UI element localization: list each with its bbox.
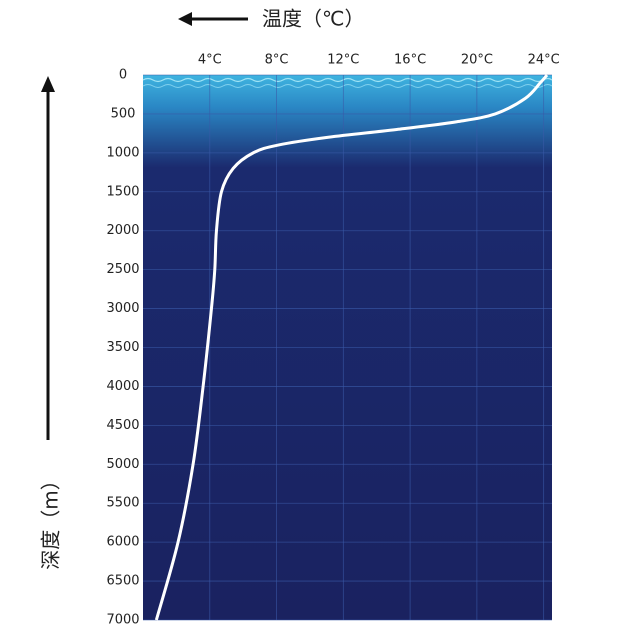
y-tick-label: 3000 bbox=[106, 301, 139, 316]
chart-title: 温度（℃） bbox=[262, 7, 364, 31]
x-tick-label: 8°C bbox=[265, 53, 289, 68]
x-arrow-head bbox=[178, 12, 192, 26]
x-tick-label: 20°C bbox=[461, 53, 493, 68]
y-tick-label: 2000 bbox=[106, 223, 139, 238]
x-tick-label: 12°C bbox=[327, 53, 359, 68]
y-tick-label: 1500 bbox=[106, 184, 139, 199]
y-tick-label: 4500 bbox=[106, 418, 139, 433]
y-tick-label: 7000 bbox=[106, 613, 139, 628]
wave bbox=[142, 84, 553, 88]
y-tick-label: 6000 bbox=[106, 535, 139, 550]
x-tick-label: 16°C bbox=[394, 53, 426, 68]
x-tick-label: 4°C bbox=[198, 53, 222, 68]
y-tick-label: 2500 bbox=[106, 262, 139, 277]
y-tick-label: 4000 bbox=[106, 379, 139, 394]
x-tick-label: 24°C bbox=[528, 53, 560, 68]
y-tick-label: 1000 bbox=[106, 145, 139, 160]
y-tick-label: 500 bbox=[111, 106, 136, 121]
y-arrow-head bbox=[41, 76, 55, 92]
y-tick-label: 5500 bbox=[106, 496, 139, 511]
y-tick-label: 6500 bbox=[106, 574, 139, 589]
wave bbox=[142, 77, 553, 83]
y-tick-label: 0 bbox=[119, 68, 127, 83]
y-axis-title: 深度（m） bbox=[39, 470, 63, 569]
line bbox=[154, 74, 549, 621]
y-tick-label: 5000 bbox=[106, 457, 139, 472]
y-tick-label: 3500 bbox=[106, 340, 139, 355]
